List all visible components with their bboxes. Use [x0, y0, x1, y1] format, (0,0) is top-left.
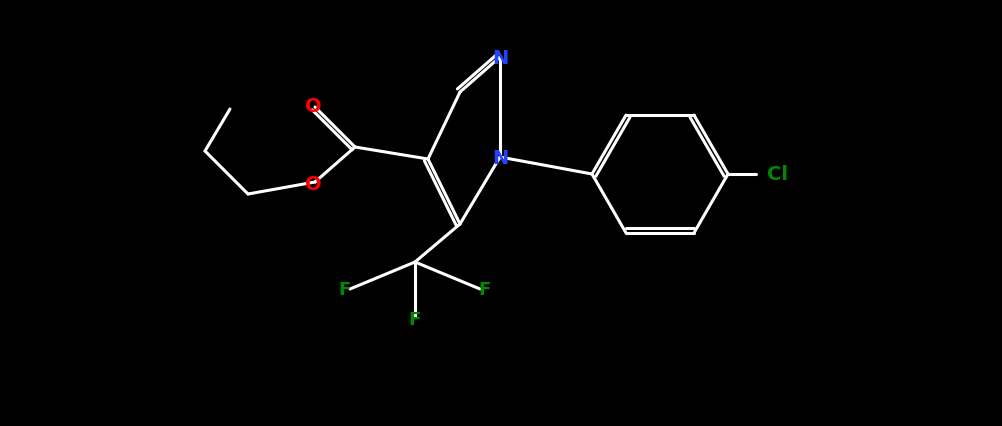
Text: O: O — [305, 175, 321, 194]
Text: F: F — [409, 310, 421, 328]
Text: F: F — [339, 280, 351, 298]
Text: Cl: Cl — [767, 165, 788, 184]
Text: N: N — [491, 148, 508, 167]
Text: N: N — [491, 49, 508, 67]
Text: F: F — [478, 280, 491, 298]
Text: O: O — [305, 96, 321, 115]
